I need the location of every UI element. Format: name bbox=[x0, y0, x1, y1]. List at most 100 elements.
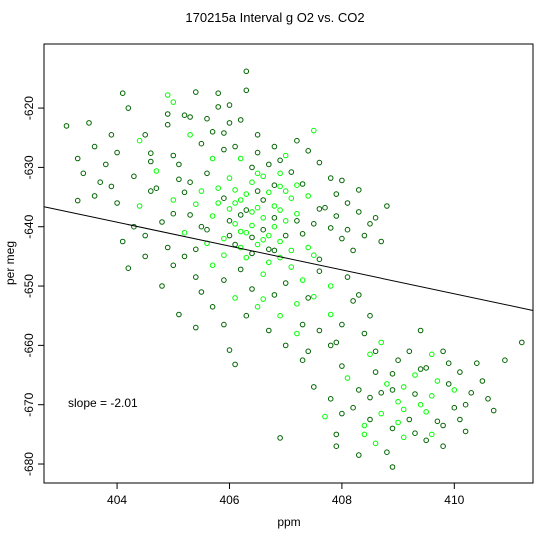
data-point bbox=[305, 193, 312, 199]
data-point bbox=[316, 159, 323, 166]
data-point bbox=[170, 99, 177, 105]
data-point bbox=[485, 396, 491, 402]
data-point bbox=[254, 132, 261, 138]
plot-frame bbox=[43, 43, 534, 484]
data-point bbox=[170, 152, 177, 159]
data-point bbox=[226, 175, 233, 181]
data-point bbox=[327, 396, 334, 402]
data-point bbox=[305, 148, 312, 154]
data-point bbox=[181, 189, 188, 196]
data-point bbox=[187, 114, 193, 120]
data-point bbox=[237, 266, 244, 273]
y-axis-label: per meg bbox=[3, 241, 17, 285]
data-point bbox=[311, 293, 317, 300]
data-point bbox=[237, 117, 244, 123]
data-point bbox=[305, 244, 312, 251]
data-point bbox=[176, 311, 182, 318]
data-point bbox=[288, 247, 295, 254]
data-point bbox=[277, 157, 283, 164]
data-point bbox=[384, 381, 390, 387]
y-tick-label: -650 bbox=[22, 274, 36, 298]
data-point bbox=[271, 182, 278, 188]
data-point bbox=[249, 286, 255, 292]
y-tick-label: -630 bbox=[22, 155, 36, 179]
data-point bbox=[277, 435, 283, 441]
data-point bbox=[271, 143, 278, 150]
data-point bbox=[429, 351, 435, 358]
data-point bbox=[125, 265, 132, 272]
data-point bbox=[277, 170, 283, 177]
data-point bbox=[378, 410, 385, 417]
data-point bbox=[400, 384, 407, 390]
data-point bbox=[198, 223, 205, 230]
data-point bbox=[243, 191, 250, 197]
data-point bbox=[153, 185, 160, 191]
data-point bbox=[389, 464, 396, 470]
data-point bbox=[271, 247, 278, 254]
data-point bbox=[322, 413, 328, 420]
data-point bbox=[254, 304, 261, 310]
data-point bbox=[226, 102, 233, 108]
data-point bbox=[159, 283, 165, 289]
data-point bbox=[237, 212, 244, 218]
data-point bbox=[209, 304, 216, 310]
data-point bbox=[457, 369, 463, 375]
y-tick-label: -680 bbox=[22, 452, 36, 476]
data-point bbox=[271, 215, 278, 221]
data-point bbox=[384, 203, 390, 209]
data-point bbox=[367, 416, 373, 423]
data-point bbox=[243, 207, 250, 213]
data-point bbox=[395, 419, 401, 426]
data-point bbox=[339, 177, 345, 184]
data-point bbox=[209, 262, 216, 269]
data-point bbox=[400, 434, 407, 441]
data-point bbox=[266, 259, 272, 266]
data-point bbox=[294, 330, 300, 337]
data-point bbox=[215, 185, 221, 191]
data-point bbox=[339, 363, 345, 369]
data-point bbox=[243, 87, 250, 94]
data-point bbox=[221, 277, 227, 283]
data-point bbox=[243, 229, 250, 236]
data-point bbox=[423, 437, 430, 444]
data-point bbox=[164, 244, 171, 251]
data-point bbox=[237, 228, 244, 235]
data-point bbox=[350, 404, 356, 411]
data-point bbox=[260, 197, 267, 203]
data-point bbox=[260, 271, 267, 278]
data-point bbox=[339, 410, 345, 417]
data-point bbox=[344, 200, 351, 206]
data-point bbox=[361, 232, 368, 239]
data-point bbox=[260, 226, 267, 233]
data-point bbox=[316, 268, 323, 275]
data-point bbox=[294, 182, 300, 188]
data-point bbox=[266, 246, 272, 253]
data-point bbox=[232, 187, 238, 193]
data-point bbox=[412, 430, 418, 437]
data-point bbox=[389, 371, 396, 377]
data-point bbox=[266, 232, 272, 239]
data-point bbox=[311, 252, 317, 258]
data-point bbox=[193, 89, 199, 95]
data-point bbox=[294, 301, 300, 307]
data-point bbox=[434, 378, 441, 384]
data-point bbox=[74, 197, 81, 204]
data-point bbox=[322, 204, 328, 211]
data-point bbox=[462, 401, 469, 408]
data-point bbox=[221, 130, 227, 136]
fit-line bbox=[43, 206, 534, 311]
data-point bbox=[311, 221, 317, 227]
data-point bbox=[170, 197, 177, 203]
data-point bbox=[209, 129, 216, 135]
data-point bbox=[243, 68, 250, 75]
data-point bbox=[249, 164, 255, 171]
data-point bbox=[474, 360, 480, 367]
data-point bbox=[339, 235, 345, 242]
data-point bbox=[198, 188, 205, 194]
data-point bbox=[108, 132, 115, 138]
data-point bbox=[429, 431, 435, 438]
data-point bbox=[232, 200, 238, 206]
data-point bbox=[299, 357, 306, 364]
y-tick-label: -660 bbox=[22, 333, 36, 357]
data-point bbox=[221, 321, 227, 328]
